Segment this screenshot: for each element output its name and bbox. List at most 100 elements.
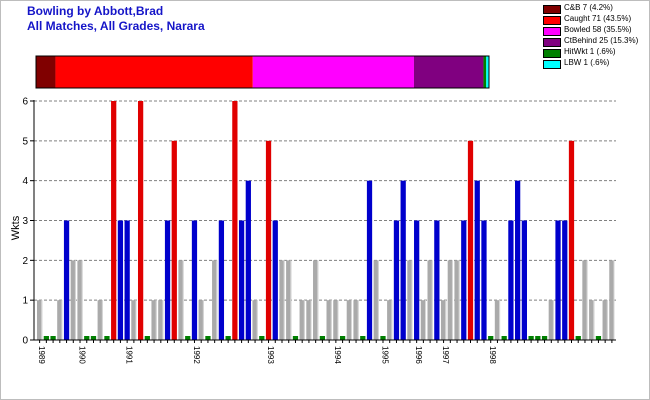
legend-item-lbw: LBW 1 (.6%): [543, 58, 650, 69]
bar: [164, 220, 171, 340]
legend-item-cb: C&B 7 (4.2%): [543, 3, 650, 14]
bar: [427, 260, 433, 340]
bar-zero: [50, 336, 56, 340]
bar-zero: [541, 336, 548, 340]
chart-title: Bowling by Abbott,Brad: [27, 4, 164, 18]
bar: [63, 220, 70, 340]
bar: [474, 180, 480, 340]
bar: [407, 260, 413, 340]
chart-subtitle: All Matches, All Grades, Narara: [27, 19, 205, 33]
bar: [178, 260, 184, 340]
x-year-label: 1990: [77, 346, 86, 364]
bar: [515, 180, 521, 340]
bar: [299, 300, 305, 340]
legend-swatch-ctbehind: [543, 38, 561, 47]
bar-zero: [528, 336, 534, 340]
y-tick-label: 3: [22, 216, 28, 227]
dismissal-segment: [252, 56, 414, 88]
bar: [137, 101, 144, 340]
bar-zero: [339, 336, 346, 340]
bar: [313, 260, 319, 340]
legend-label-ctbehind: CtBehind 25 (15.3%): [564, 36, 639, 45]
bar: [467, 140, 474, 340]
bar: [232, 101, 238, 340]
bar: [191, 220, 198, 340]
bar: [117, 220, 124, 340]
legend-item-caught: Caught 71 (43.5%): [543, 14, 650, 25]
bar-zero: [501, 336, 507, 340]
bar: [434, 220, 440, 340]
y-tick-label: 0: [22, 336, 28, 347]
bar: [37, 300, 43, 340]
bar: [447, 260, 453, 340]
bar: [77, 260, 83, 340]
y-tick-label: 1: [22, 296, 28, 307]
bar-zero: [43, 336, 49, 340]
bar: [400, 180, 406, 340]
x-year-label: 1992: [192, 346, 201, 364]
bar: [414, 220, 420, 340]
legend-swatch-lbw: [543, 60, 561, 69]
x-year-label: 1995: [380, 346, 389, 364]
bar: [218, 220, 225, 340]
x-year-label: 1993: [266, 346, 275, 364]
bar: [562, 220, 568, 340]
bar: [131, 300, 137, 340]
legend-label-caught: Caught 71 (43.5%): [564, 14, 632, 23]
bar: [57, 300, 63, 340]
bar: [158, 300, 164, 340]
legend-swatch-cb: [543, 5, 561, 14]
bar-zero: [380, 336, 386, 340]
bar: [306, 300, 312, 340]
bar: [420, 300, 427, 340]
dismissal-bar-border: [35, 55, 490, 89]
bar: [353, 300, 359, 340]
bar: [111, 101, 117, 340]
bar: [555, 220, 561, 340]
y-tick-label: 2: [22, 256, 28, 267]
bar-zero: [84, 336, 90, 340]
x-year-label: 1996: [414, 346, 423, 364]
bar: [589, 300, 595, 340]
bar: [461, 220, 467, 340]
dismissal-segment: [483, 56, 487, 88]
bar: [508, 220, 514, 340]
x-year-label: 1994: [333, 346, 342, 364]
legend-swatch-bowled: [543, 27, 561, 36]
bar: [346, 300, 352, 340]
bar-zero: [488, 336, 494, 340]
bar-zero: [104, 336, 110, 340]
bar: [582, 260, 588, 340]
bar: [272, 220, 278, 340]
legend-item-ctbehind: CtBehind 25 (15.3%): [543, 36, 650, 47]
legend-item-hitwkt: HitWkt 1 (.6%): [543, 47, 650, 58]
bar: [286, 260, 292, 340]
bar-zero: [205, 336, 211, 340]
bar: [568, 140, 575, 340]
bar: [212, 260, 218, 340]
bar: [373, 260, 379, 340]
legend-item-bowled: Bowled 58 (35.5%): [543, 25, 650, 36]
dismissal-segment: [55, 56, 253, 88]
bar: [124, 220, 130, 340]
bar: [252, 300, 258, 340]
bar: [198, 300, 204, 340]
bar-zero: [319, 336, 326, 340]
bar: [366, 180, 373, 340]
bar: [548, 300, 554, 340]
bar: [171, 140, 177, 340]
legend-label-bowled: Bowled 58 (35.5%): [564, 25, 632, 34]
x-year-label: 1997: [441, 346, 450, 364]
bar: [440, 300, 447, 340]
bar: [481, 220, 487, 340]
y-axis-label: Wkts: [10, 215, 22, 240]
y-tick-label: 4: [22, 176, 28, 187]
bar-zero: [535, 336, 541, 340]
bar-zero: [90, 336, 97, 340]
bar-zero: [292, 336, 299, 340]
bar: [609, 260, 615, 340]
bar: [238, 220, 245, 340]
bar: [602, 300, 608, 340]
legend-label-cb: C&B 7 (4.2%): [564, 3, 613, 12]
